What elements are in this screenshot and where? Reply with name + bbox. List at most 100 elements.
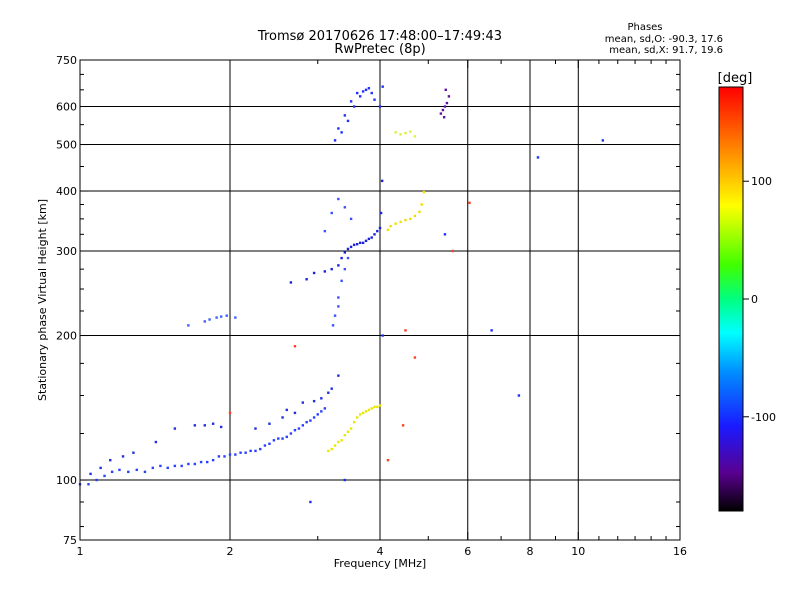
data-point-o-trace-base	[244, 451, 247, 454]
x-axis-label: Frequency [MHz]	[334, 557, 426, 570]
data-point-f-layer-spread	[333, 314, 337, 317]
data-point-o-trace-base	[272, 439, 276, 442]
phase-stats-heading: Phases	[627, 22, 662, 33]
data-point-x-trace-low	[358, 413, 362, 416]
data-point-x-trace-low	[352, 420, 356, 424]
data-point-f-layer-o-trace	[358, 241, 362, 245]
data-point-isolated-points	[309, 500, 312, 504]
y-tick-label: 750	[56, 54, 77, 67]
data-point-o-trace-base	[323, 407, 327, 410]
data-point-x-trace-f	[413, 214, 417, 218]
colorbar-tick-label: 0	[751, 293, 758, 306]
data-point-top-cluster	[349, 100, 353, 103]
x-tick-label: 4	[377, 545, 384, 558]
data-point-o-trace-scatter	[268, 422, 271, 425]
data-point-x-trace-low	[346, 430, 350, 434]
data-point-mid-layer	[234, 316, 237, 319]
x-tick-label: 8	[527, 545, 534, 558]
data-point-o-trace-base	[223, 455, 226, 458]
data-point-x-trace-low	[349, 427, 353, 430]
data-point-o-trace-scatter	[312, 399, 316, 403]
data-point-scattered-mixed	[404, 329, 407, 332]
data-point-top-cluster	[361, 90, 365, 93]
y-tick-label: 200	[56, 330, 77, 343]
data-point-f-layer-spread	[331, 324, 335, 327]
data-point-isolated-points	[343, 478, 347, 482]
data-point-x-trace-low	[376, 405, 379, 409]
x-tick-label: 1	[77, 545, 84, 558]
data-point-x-trace-low	[378, 404, 382, 407]
data-point-scattered-mixed	[293, 345, 297, 348]
data-point-mid-layer	[215, 316, 218, 319]
data-point-f-layer-spread	[343, 267, 347, 271]
data-point-o-trace-base	[277, 437, 280, 440]
data-point-isolated-points	[517, 394, 521, 397]
data-point-o-trace-base	[268, 442, 271, 445]
data-point-top-cluster	[355, 91, 359, 95]
data-point-f-layer-o-trace	[323, 270, 327, 273]
phase-stats-x: mean, sd,X: 91.7, 19.6	[609, 45, 723, 56]
data-point-o-trace-scatter	[132, 451, 135, 454]
data-point-o-trace-scatter	[99, 466, 102, 470]
data-point-scattered-mixed	[228, 411, 232, 415]
data-point-x-trace-f	[394, 222, 397, 225]
data-point-mid-layer	[208, 318, 211, 321]
colorbar	[718, 86, 744, 512]
data-point-f-layer-o-trace	[289, 281, 293, 284]
data-point-scattered-mixed	[451, 249, 455, 253]
data-point-o-trace-base	[285, 435, 288, 439]
chart-title: Tromsø 20170626 17:48:00–17:49:43	[257, 29, 502, 44]
data-point-f-layer-o-trace	[378, 226, 382, 230]
data-point-mid-layer	[219, 315, 223, 318]
data-point-o-trace-scatter	[219, 425, 223, 429]
data-point-purple-cluster	[447, 95, 451, 98]
data-point-x-trace-low	[333, 444, 337, 447]
data-point-o-trace-base	[217, 455, 221, 458]
data-point-scattered-mixed	[386, 458, 390, 462]
data-point-o-trace-scatter	[109, 458, 112, 462]
data-point-f-layer-o-trace	[337, 264, 340, 267]
data-point-top-cluster	[373, 98, 376, 101]
data-point-x-trace-f	[389, 224, 392, 228]
y-tick-label: 300	[56, 245, 77, 258]
grid-lines	[80, 60, 680, 540]
data-point-o-trace-base	[281, 437, 284, 440]
data-point-o-trace-base	[234, 453, 237, 456]
data-point-x-trace-low	[355, 416, 359, 419]
phase-stats-o: mean, sd,O: -90.3, 17.6	[605, 34, 723, 45]
data-point-o-trace-base	[180, 464, 183, 468]
y-tick-label: 100	[56, 474, 77, 487]
data-point-x-trace-low	[327, 449, 330, 453]
data-point-o-trace-base	[239, 451, 242, 454]
data-point-o-trace-base	[143, 470, 147, 474]
y-tick-label: 600	[56, 101, 77, 114]
data-point-scattered-mixed	[401, 424, 405, 427]
data-point-scattered-mixed	[413, 356, 417, 359]
data-point-x-trace-f	[420, 203, 423, 206]
data-point-f-layer-o-trace	[346, 247, 350, 251]
chart-subtitle: RwPretec (8p)	[334, 42, 425, 57]
data-point-o-trace-base	[110, 470, 114, 474]
data-point-f-layer-o-trace	[373, 233, 376, 236]
data-point-x-trace-low	[343, 433, 347, 437]
x-tick-label: 2	[227, 545, 234, 558]
data-point-o-trace-scatter	[327, 391, 330, 394]
data-point-o-trace-scatter	[211, 422, 215, 425]
data-points	[78, 85, 605, 504]
data-point-purple-cluster	[445, 101, 449, 105]
data-point-o-trace-base	[301, 424, 305, 427]
data-point-x-trace-low	[337, 440, 340, 444]
data-point-o-trace-base	[135, 468, 138, 472]
data-point-o-trace-base	[199, 460, 203, 464]
data-point-f-layer-o-trace	[370, 236, 373, 239]
data-point-f-layer-spread	[349, 217, 353, 221]
data-point-o-trace-scatter	[301, 401, 305, 404]
data-point-f-layer-o-trace	[352, 243, 356, 247]
data-point-x-trace-low	[361, 411, 365, 415]
data-point-mid-layer	[225, 314, 228, 317]
data-point-o-trace-base	[166, 466, 169, 470]
x-tick-label: 6	[464, 545, 471, 558]
data-point-f-layer-o-trace	[343, 251, 347, 254]
data-point-o-trace-scatter	[121, 455, 125, 458]
data-point-o-trace-base	[228, 453, 232, 456]
